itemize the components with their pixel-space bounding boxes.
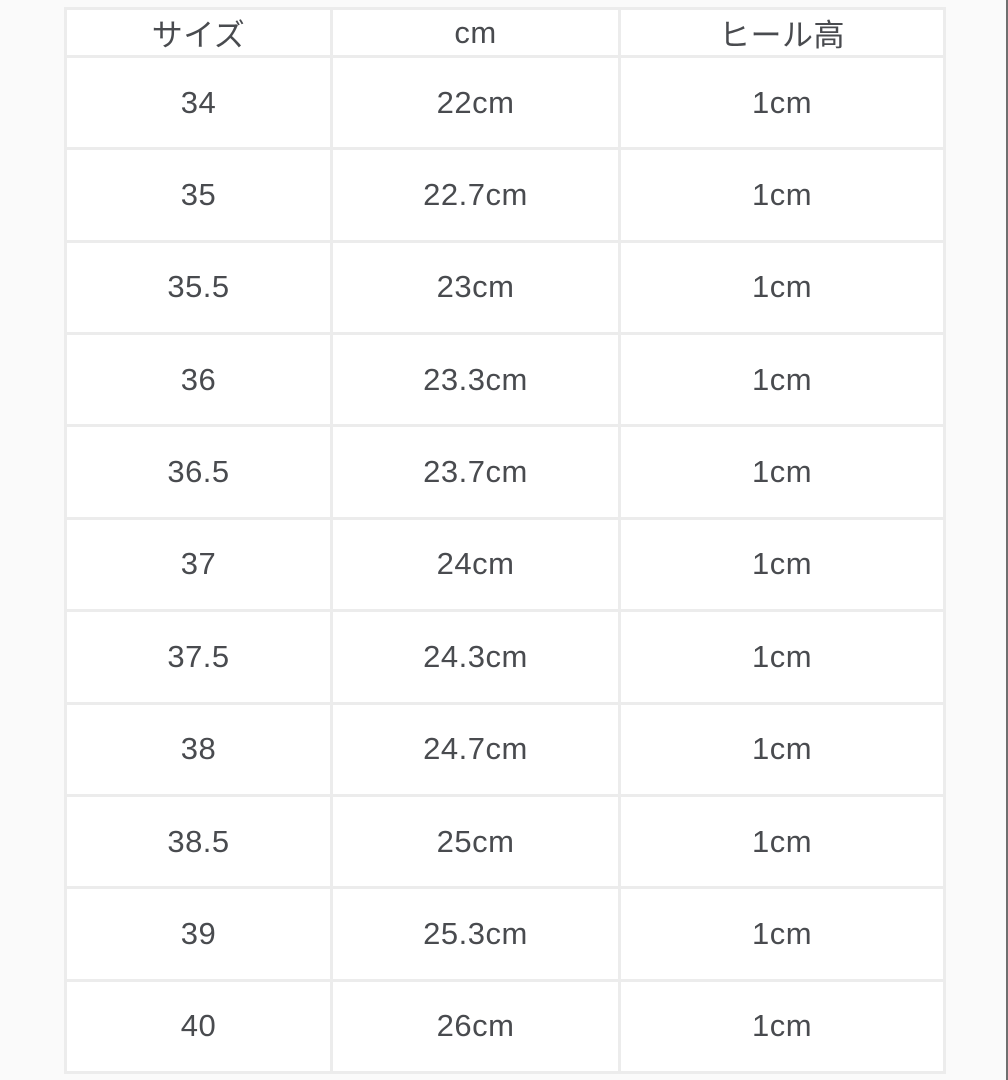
table-cell: 23.7cm (330, 424, 621, 520)
size-chart-table: サイズ cm ヒール高 34 22cm 1cm 35 22.7cm 1cm 35.5 23cm 1c… (64, 7, 946, 1075)
table-cell: 34 (64, 54, 333, 151)
table-row: 36.5 23.7cm 1cm (64, 424, 946, 520)
table-row: 37.5 24.3cm 1cm (64, 609, 946, 705)
table-cell: 23cm (330, 239, 621, 336)
table-cell: 24cm (330, 516, 621, 613)
table-cell: 39 (64, 886, 333, 982)
table-cell: 1cm (618, 701, 946, 797)
column-header-cm: cm (330, 7, 621, 58)
table-cell: 38.5 (64, 793, 333, 890)
scrollbar-thumb[interactable] (1006, 0, 1008, 1080)
table-row: 38 24.7cm 1cm (64, 701, 946, 797)
table-cell: 24.3cm (330, 609, 621, 705)
table-row: 38.5 25cm 1cm (64, 793, 946, 890)
table-row: 39 25.3cm 1cm (64, 886, 946, 982)
table-cell: 1cm (618, 424, 946, 520)
table-cell: 22cm (330, 54, 621, 151)
table-cell: 1cm (618, 239, 946, 336)
table-cell: 1cm (618, 54, 946, 151)
table-cell: 1cm (618, 516, 946, 613)
table-cell: 38 (64, 701, 333, 797)
table-row: 35.5 23cm 1cm (64, 239, 946, 336)
table-cell: 35.5 (64, 239, 333, 336)
header-row: サイズ cm ヒール高 (64, 7, 946, 58)
column-header-heel: ヒール高 (618, 7, 946, 58)
table-cell: 36 (64, 332, 333, 428)
table-row: 34 22cm 1cm (64, 54, 946, 151)
table-cell: 37.5 (64, 609, 333, 705)
table-cell: 37 (64, 516, 333, 613)
table-cell: 25.3cm (330, 886, 621, 982)
table-row: 35 22.7cm 1cm (64, 147, 946, 243)
table-cell: 25cm (330, 793, 621, 890)
column-header-size: サイズ (64, 7, 333, 58)
table-cell: 26cm (330, 978, 621, 1075)
table-cell: 1cm (618, 332, 946, 428)
table-cell: 23.3cm (330, 332, 621, 428)
table-cell: 36.5 (64, 424, 333, 520)
table-cell: 24.7cm (330, 701, 621, 797)
table-cell: 1cm (618, 147, 946, 243)
table-row: 40 26cm 1cm (64, 978, 946, 1075)
table-row: 36 23.3cm 1cm (64, 332, 946, 428)
table-cell: 1cm (618, 978, 946, 1075)
table-cell: 35 (64, 147, 333, 243)
table-cell: 1cm (618, 886, 946, 982)
table-cell: 40 (64, 978, 333, 1075)
table-cell: 1cm (618, 609, 946, 705)
table-row: 37 24cm 1cm (64, 516, 946, 613)
table-cell: 22.7cm (330, 147, 621, 243)
table-cell: 1cm (618, 793, 946, 890)
